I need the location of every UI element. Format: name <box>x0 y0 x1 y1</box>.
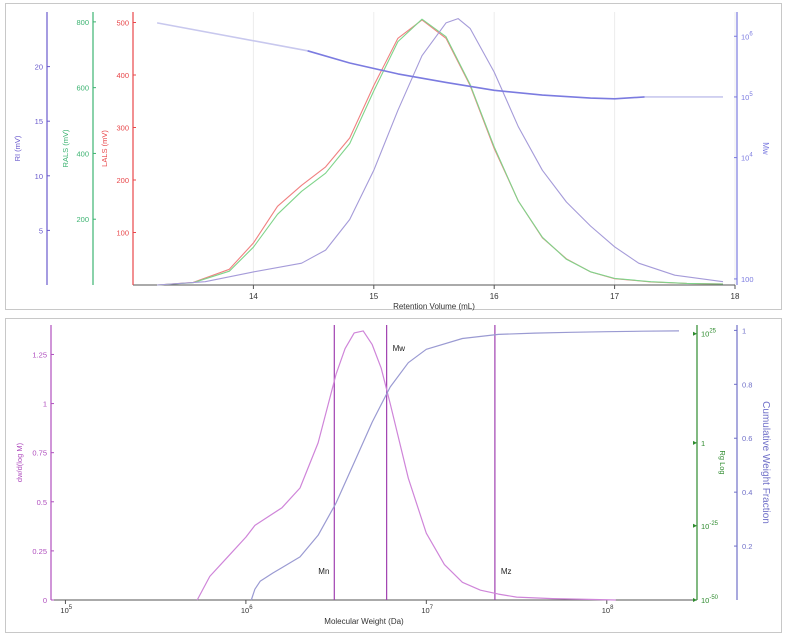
ri-tick-label: 15 <box>35 117 43 126</box>
cum-tick-label: 0.2 <box>742 542 752 551</box>
x-tick-label: 14 <box>249 292 258 301</box>
marker-label-mn: Mn <box>318 567 329 576</box>
rals-series-line <box>157 18 724 286</box>
x-tick-label: 105 <box>60 605 72 615</box>
rg-tick-mark <box>693 331 697 336</box>
cum-axis-title: Cumulative Weight Fraction <box>760 401 771 524</box>
dwd-tick-label: 0 <box>43 596 47 605</box>
dwd-tick-label: 0.25 <box>32 547 47 556</box>
lals-series-line <box>157 19 724 286</box>
cum-tick-label: 1 <box>742 326 746 335</box>
ri-tick-label: 5 <box>39 226 43 235</box>
rals-axis-title: RALS (mV) <box>61 129 70 167</box>
x-tick-label: 16 <box>490 292 499 301</box>
cum-tick-label: 0.4 <box>742 488 752 497</box>
molecular-weight-chart-panel: 105 106 107 108 Molecular Weight (Da) 0 0.25 0.… <box>5 318 782 633</box>
rg-tick-mark <box>693 440 697 445</box>
mw-tick-label: 104 <box>741 153 753 163</box>
dwd-tick-label: 1 <box>43 400 47 409</box>
ri-axis-title: RI (mV) <box>13 135 22 161</box>
rg-tick-label: 10-50 <box>701 595 719 605</box>
dwd-tick-label: 1.25 <box>32 350 47 359</box>
rg-tick-label: 1 <box>701 439 705 448</box>
cum-series-line <box>250 330 680 601</box>
mw-tick-label: 105 <box>741 92 753 102</box>
dwd-series-line <box>196 330 616 601</box>
ri-tick-label: 20 <box>35 63 43 72</box>
x-tick-label: 106 <box>241 605 253 615</box>
rg-tick-mark <box>693 598 697 602</box>
x-axis-title: Molecular Weight (Da) <box>324 617 404 626</box>
mw-series-line <box>307 50 645 100</box>
lals-tick-label: 300 <box>116 124 129 133</box>
x-axis-title: Retention Volume (mL) <box>393 302 475 311</box>
marker-label-mw: Mw <box>393 344 406 353</box>
x-tick-label: 18 <box>731 292 740 301</box>
retention-volume-chart-panel: 14 15 16 17 18 Retention Volume (mL) 5 10 15 20 RI… <box>5 3 782 311</box>
x-tick-label: 108 <box>602 605 614 615</box>
rals-tick-label: 200 <box>76 215 89 224</box>
lals-tick-label: 100 <box>116 229 129 238</box>
ri-series-line <box>157 18 724 286</box>
cum-tick-label: 0.8 <box>742 380 752 389</box>
mw-tick-label: 100 <box>741 275 754 284</box>
dwd-axis-title: dw/d(log M) <box>15 442 24 482</box>
rg-tick-label: 10-25 <box>701 521 719 531</box>
lals-tick-label: 200 <box>116 176 129 185</box>
mw-tick-label: 106 <box>741 31 753 41</box>
lals-tick-label: 400 <box>116 71 129 80</box>
dwd-tick-label: 0.75 <box>32 449 47 458</box>
molecular-weight-chart: 105 106 107 108 Molecular Weight (Da) 0 0.25 0.… <box>15 325 771 626</box>
rg-tick-mark <box>693 523 697 528</box>
cum-tick-label: 0.6 <box>742 434 752 443</box>
lals-axis-title: LALS (mV) <box>100 130 109 167</box>
rals-tick-label: 600 <box>76 84 89 93</box>
rg-axis-title: Rg Log <box>718 450 727 474</box>
lals-tick-label: 500 <box>116 19 129 28</box>
dwd-tick-label: 0.5 <box>37 498 47 507</box>
mw-series-line <box>156 22 308 52</box>
mw-axis-title: Mw <box>761 142 770 155</box>
ri-tick-label: 10 <box>35 172 43 181</box>
x-tick-label: 15 <box>369 292 378 301</box>
rals-tick-label: 400 <box>76 149 89 158</box>
marker-label-mz: Mz <box>501 567 512 576</box>
x-tick-label: 17 <box>610 292 619 301</box>
x-tick-label: 107 <box>421 605 433 615</box>
retention-volume-chart: 14 15 16 17 18 Retention Volume (mL) 5 10 15 20 RI… <box>13 12 770 311</box>
rals-tick-label: 800 <box>76 18 89 27</box>
rg-tick-label: 1025 <box>701 329 717 339</box>
